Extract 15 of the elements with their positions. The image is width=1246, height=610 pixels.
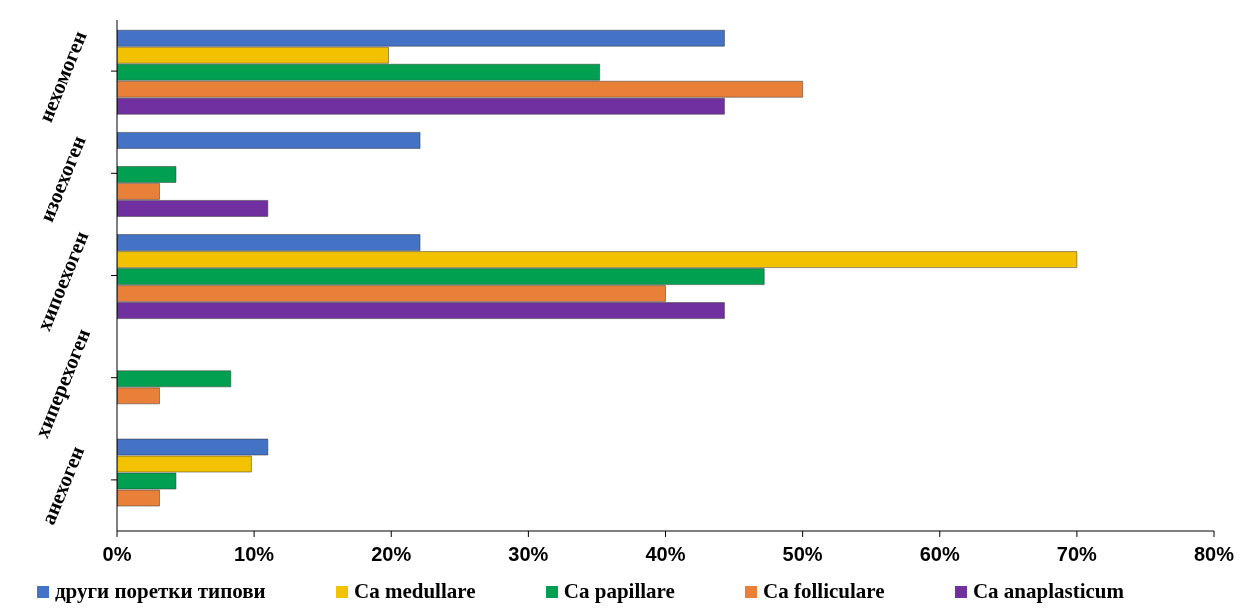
- x-tick-label: 60%: [919, 543, 960, 566]
- x-tick-label: 0%: [102, 543, 132, 566]
- x-tick-label: 10%: [234, 543, 275, 566]
- x-tick-label: 30%: [508, 543, 549, 566]
- x-tick-label: 40%: [645, 543, 686, 566]
- legend-label: Ca anaplasticum: [971, 579, 1124, 604]
- x-tick-label: 80%: [1193, 543, 1235, 566]
- legend-label: Ca folliculare: [762, 579, 885, 604]
- legend-label: други поретки типови: [54, 579, 266, 604]
- bar: [117, 132, 421, 149]
- x-tick-label: 70%: [1056, 543, 1098, 566]
- legend-label: Ca papillare: [562, 579, 675, 604]
- legend-label: Ca medullare: [353, 579, 476, 604]
- x-tick-label: 50%: [782, 543, 823, 566]
- x-tick-label: 20%: [371, 543, 412, 566]
